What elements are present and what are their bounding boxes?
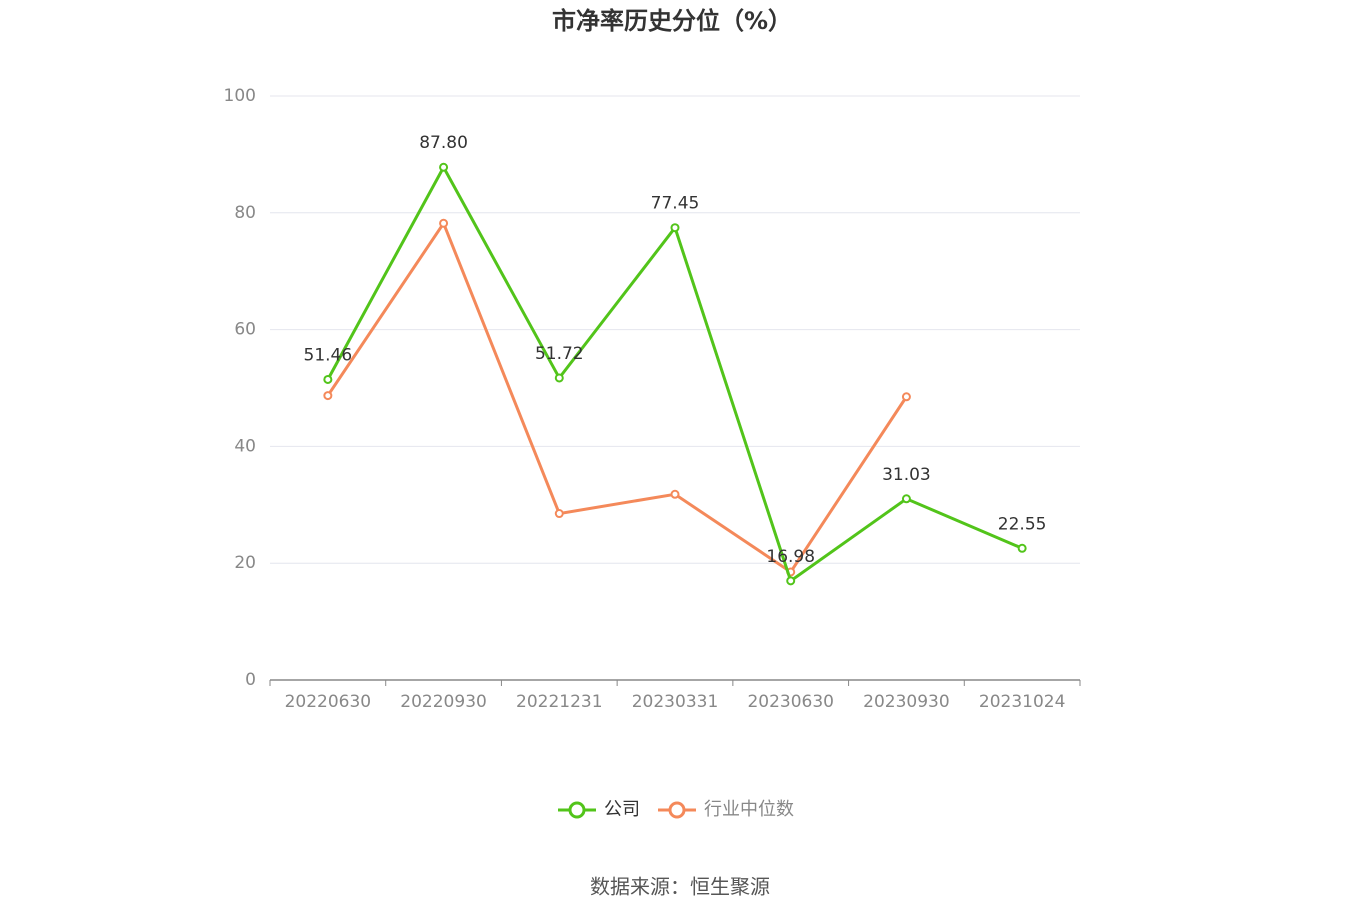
- data-label: 16.98: [766, 547, 815, 567]
- data-label: 51.72: [535, 344, 584, 364]
- x-tick-label: 20221231: [516, 692, 603, 712]
- data-point: [901, 494, 911, 504]
- data-label: 51.46: [304, 345, 353, 365]
- legend-label: 行业中位数: [704, 799, 794, 820]
- data-label: 31.03: [882, 465, 931, 485]
- legend-label: 公司: [604, 799, 640, 820]
- x-tick-label: 20220930: [400, 692, 487, 712]
- data-point: [323, 391, 333, 401]
- data-point: [554, 373, 564, 383]
- x-tick-label: 20220630: [285, 692, 372, 712]
- y-tick-label: 20: [234, 553, 256, 573]
- data-point: [786, 576, 796, 586]
- y-tick-label: 100: [224, 86, 256, 106]
- data-point: [323, 374, 333, 384]
- y-tick-label: 40: [234, 436, 256, 456]
- data-point: [670, 223, 680, 233]
- series-line: [326, 220, 908, 575]
- x-tick-label: 20231024: [979, 692, 1066, 712]
- x-tick-label: 20230630: [747, 692, 834, 712]
- chart-title: 市净率历史分位（%）: [552, 7, 792, 35]
- data-point: [554, 509, 564, 519]
- legend-marker: [668, 801, 686, 819]
- data-label: 87.80: [419, 133, 468, 153]
- x-tick-label: 20230331: [632, 692, 719, 712]
- data-label: 22.55: [998, 514, 1047, 534]
- data-point: [670, 489, 680, 499]
- data-point: [901, 392, 911, 402]
- data-point: [439, 218, 449, 228]
- source-note: 数据来源：恒生聚源: [590, 875, 770, 899]
- y-tick-label: 80: [234, 203, 256, 223]
- data-point: [1017, 543, 1027, 553]
- data-label: 77.45: [651, 194, 700, 214]
- legend-marker: [568, 801, 586, 819]
- x-tick-label: 20230930: [863, 692, 950, 712]
- data-point: [439, 162, 449, 172]
- y-tick-label: 0: [245, 670, 256, 690]
- y-tick-label: 60: [234, 320, 256, 340]
